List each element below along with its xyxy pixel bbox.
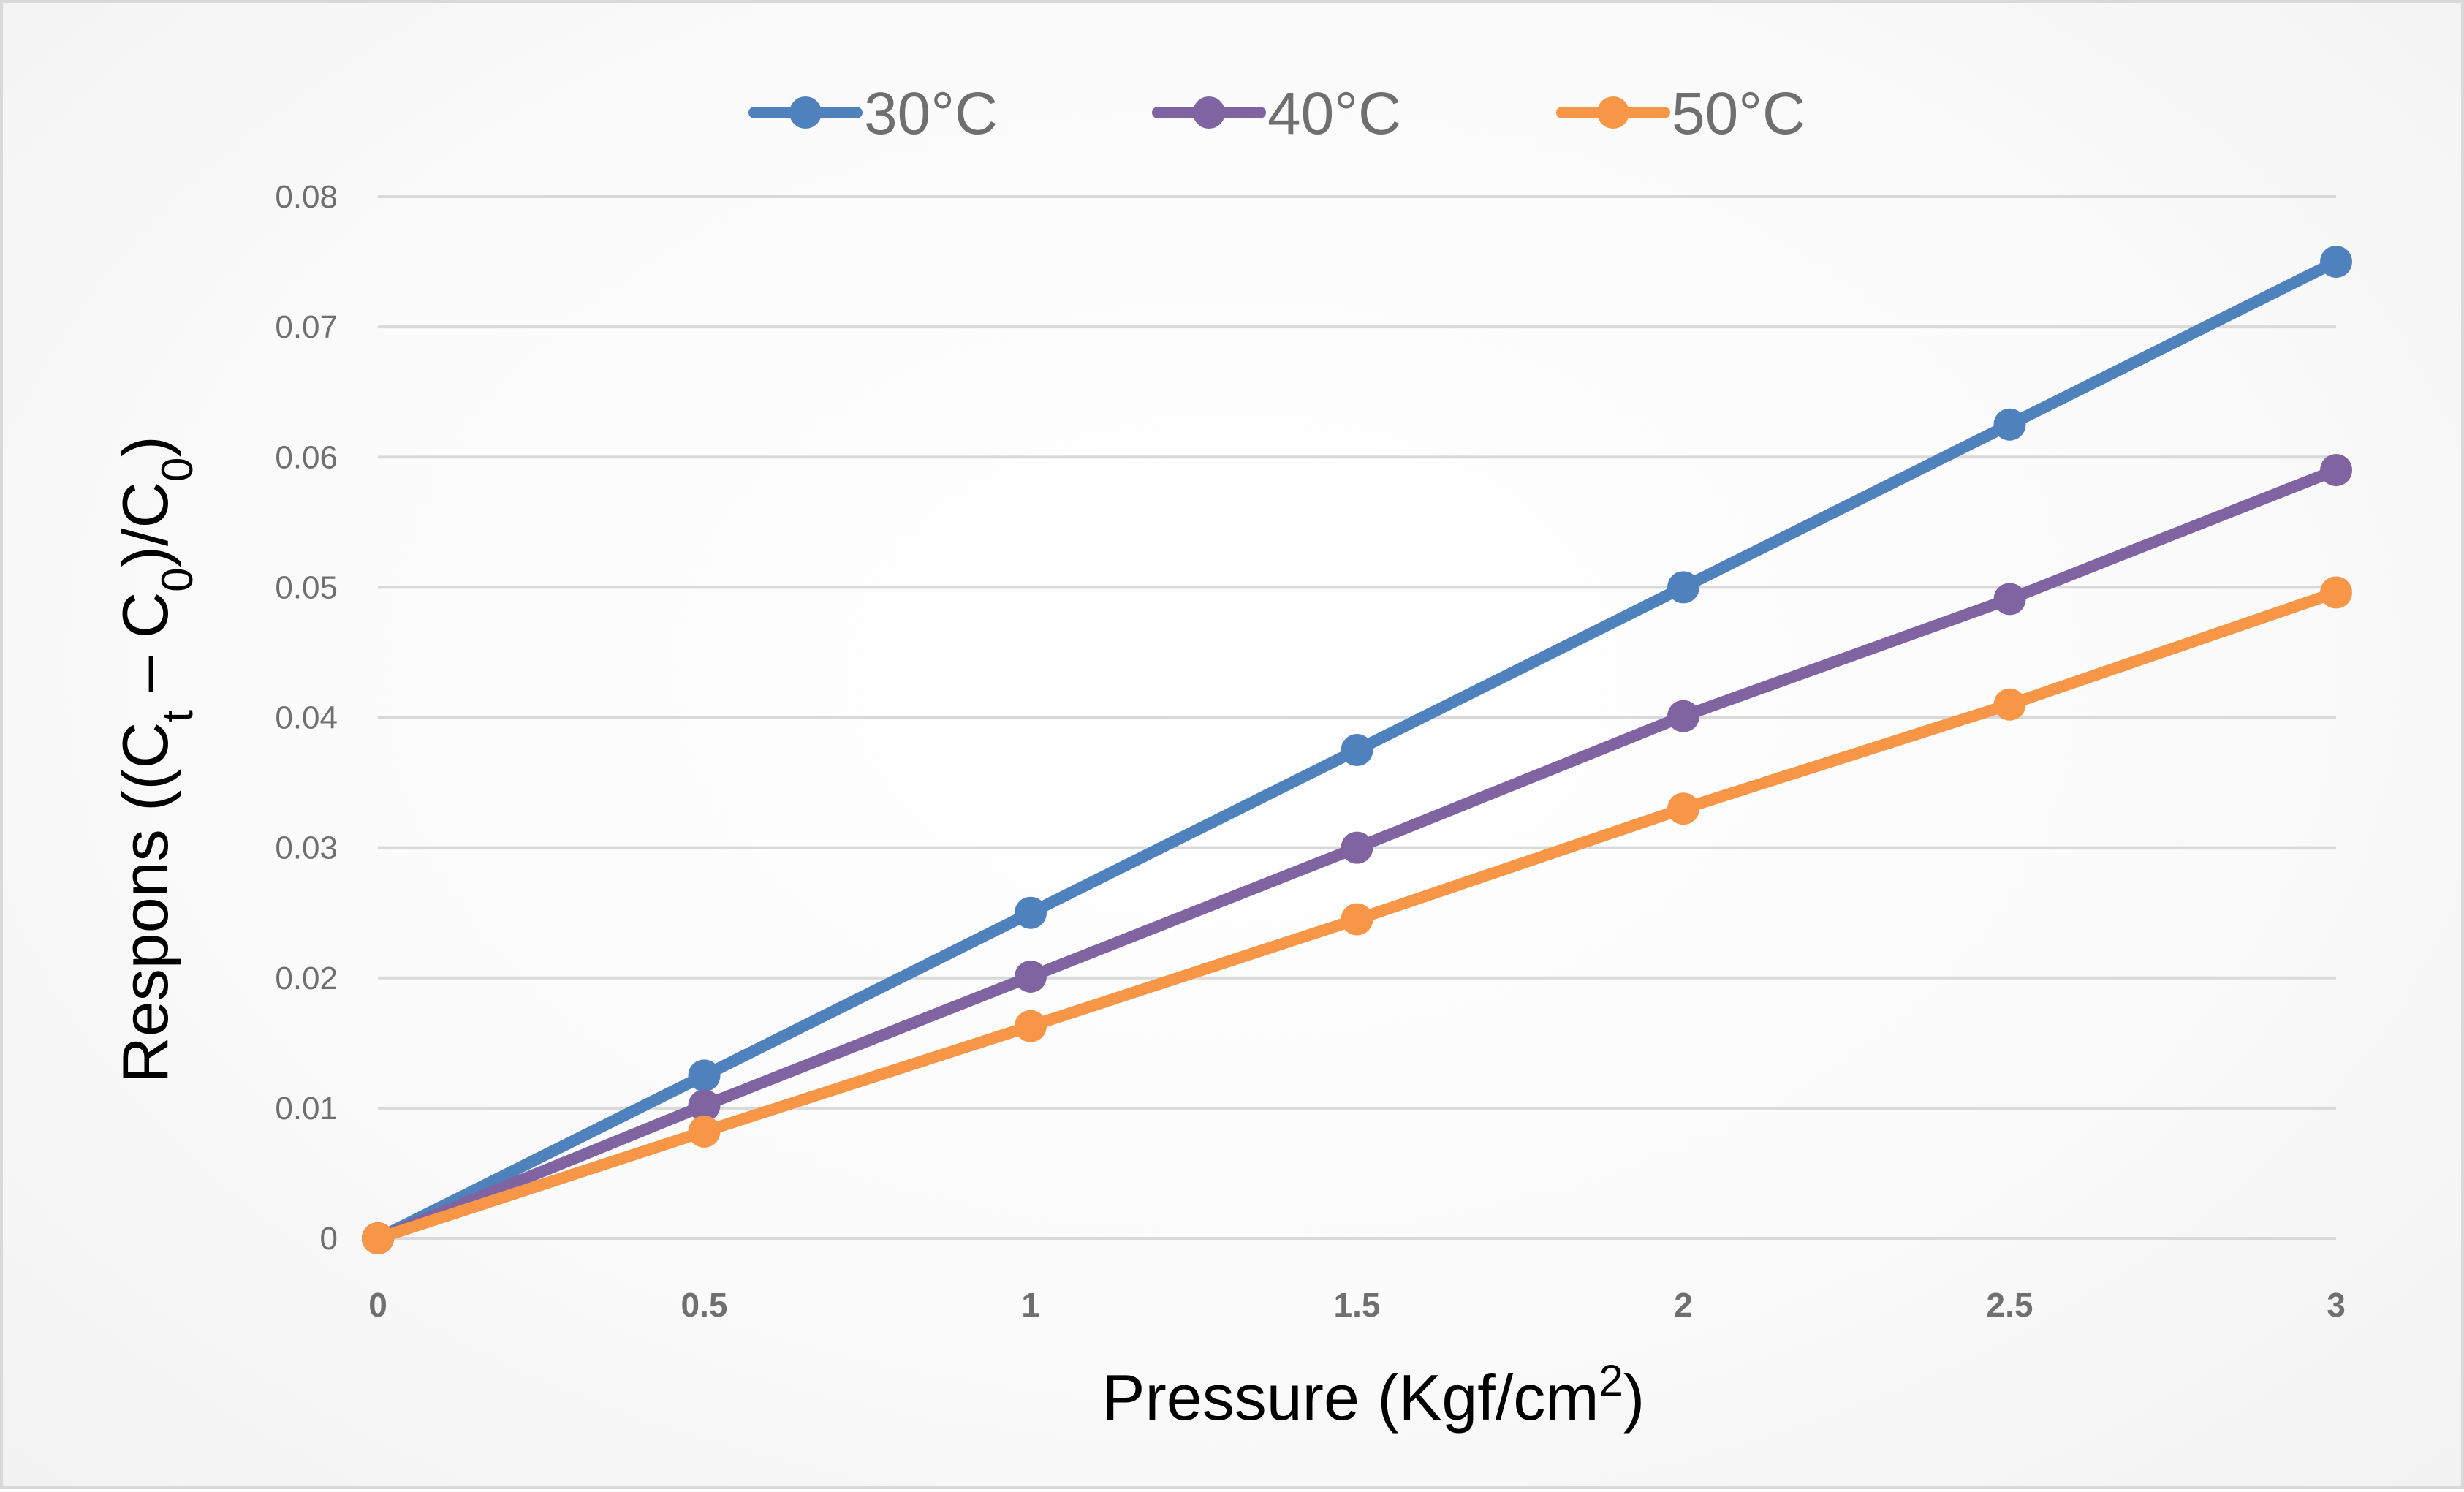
y-tick-label: 0.03 (275, 830, 338, 866)
series-1 (362, 454, 2352, 1254)
plot-series (362, 246, 2352, 1254)
y-axis-title-prefix: Respons ((C (109, 722, 181, 1083)
y-tick-label: 0.07 (275, 309, 338, 345)
data-point (362, 1222, 394, 1254)
legend-marker (1597, 96, 1629, 129)
data-point (2320, 576, 2352, 609)
x-tick-label: 2 (1674, 1286, 1693, 1324)
x-tick-label: 0.5 (681, 1286, 728, 1324)
y-tick-label: 0.02 (275, 961, 338, 996)
data-point (1993, 583, 2026, 616)
data-point (1015, 896, 1047, 929)
x-axis-tick-labels: 0 0.5 1 1.5 2 2.5 3 (368, 1286, 2346, 1324)
data-point (1341, 903, 1373, 936)
data-point (1015, 960, 1047, 993)
y-axis-title-mid: – C (109, 592, 181, 710)
legend-item: 50°C (1556, 80, 1805, 147)
x-tick-label: 1.5 (1334, 1286, 1381, 1324)
y-axis-title-end: ) (109, 436, 181, 457)
data-point (1667, 792, 1699, 825)
data-point (2320, 454, 2352, 487)
data-point (1341, 831, 1373, 864)
legend-label: 30°C (864, 80, 998, 147)
data-point (688, 1115, 721, 1148)
y-axis-title-mid2: )/C (109, 482, 181, 567)
data-point (1993, 688, 2026, 721)
series-2 (362, 576, 2352, 1254)
legend-item: 40°C (1152, 80, 1401, 147)
y-tick-label: 0.04 (275, 700, 338, 736)
legend: 30°C 40°C 50°C (748, 80, 1805, 147)
y-tick-label: 0.05 (275, 569, 338, 605)
data-point (2320, 246, 2352, 279)
series-0 (362, 246, 2352, 1254)
data-point (1667, 571, 1699, 604)
y-tick-label: 0.08 (275, 179, 338, 215)
y-tick-label: 0 (320, 1221, 338, 1257)
x-axis-title-main: Pressure (Kgf/cm (1102, 1361, 1599, 1434)
y-axis-title: Respons ((Ct – C0)/C0) (109, 436, 202, 1083)
y-axis-title-sub-t: t (153, 710, 202, 722)
legend-marker (789, 96, 822, 129)
data-point (688, 1089, 721, 1122)
x-axis-title-end: ) (1623, 1361, 1645, 1434)
y-tick-label: 0.06 (275, 439, 338, 475)
x-tick-label: 3 (2327, 1286, 2346, 1324)
x-tick-label: 2.5 (1987, 1286, 2033, 1324)
gridlines (378, 195, 2336, 1240)
legend-label: 40°C (1267, 80, 1401, 147)
data-point (688, 1059, 721, 1092)
x-tick-label: 0 (368, 1286, 387, 1324)
data-point (1993, 408, 2026, 441)
legend-marker (1193, 96, 1225, 129)
data-point (1341, 734, 1373, 767)
y-axis-title-sub-0a: 0 (153, 567, 202, 591)
x-axis-title: Pressure (Kgf/cm2) (1102, 1356, 1645, 1434)
data-point (1667, 700, 1699, 732)
data-point (1015, 1010, 1047, 1042)
y-tick-label: 0.01 (275, 1091, 338, 1126)
legend-item: 30°C (748, 80, 998, 147)
legend-label: 50°C (1672, 80, 1805, 147)
y-axis-tick-labels: 0 0.01 0.02 0.03 0.04 0.05 0.06 0.07 0.08 (275, 179, 338, 1257)
y-axis-title-sub-0b: 0 (153, 458, 202, 482)
line-chart: 0 0.01 0.02 0.03 0.04 0.05 0.06 0.07 0.08 0 0.5 1 1… (109, 80, 2352, 1434)
x-axis-title-superscript: 2 (1599, 1356, 1623, 1405)
x-tick-label: 1 (1021, 1286, 1040, 1324)
